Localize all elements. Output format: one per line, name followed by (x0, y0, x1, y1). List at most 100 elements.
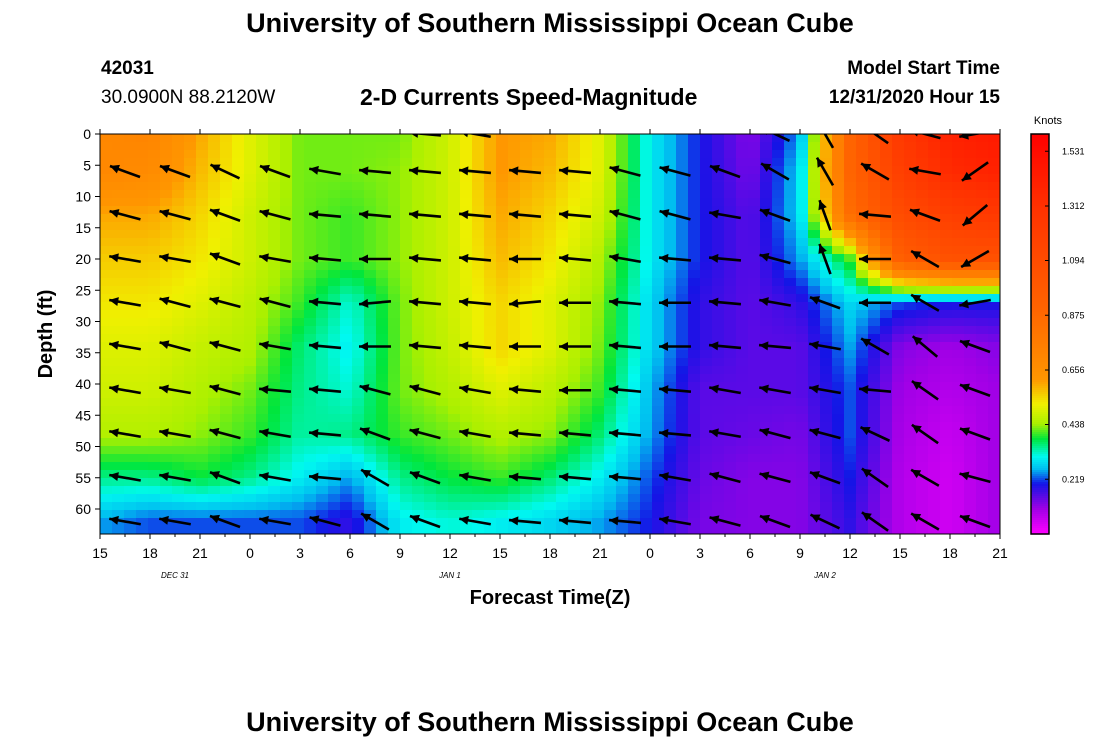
heatmap-cell (796, 390, 809, 399)
heatmap-cell (880, 198, 893, 207)
heatmap-cell (352, 190, 365, 199)
heatmap-cell (748, 470, 761, 479)
heatmap-cell (220, 206, 233, 215)
current-vector (959, 514, 991, 529)
heatmap-cell (292, 302, 305, 311)
heatmap-cell (424, 150, 437, 159)
heatmap-cell (844, 350, 857, 359)
heatmap-cell (112, 526, 125, 534)
heatmap-cell (328, 470, 341, 479)
heatmap-cell (820, 230, 833, 239)
heatmap-cell (256, 382, 269, 391)
heatmap-cell (448, 326, 461, 335)
heatmap-cell (280, 174, 293, 183)
heatmap-cell (904, 198, 917, 207)
current-vector (815, 156, 835, 187)
heatmap-cell (220, 246, 233, 255)
current-vector (308, 428, 342, 438)
heatmap-cell (892, 526, 905, 534)
heatmap-cell (652, 462, 665, 471)
heatmap-cell (652, 350, 665, 359)
current-vector (109, 253, 141, 264)
heatmap-cell (436, 478, 449, 487)
heatmap-cell (940, 406, 953, 415)
heatmap-cell (124, 278, 137, 287)
current-vector (659, 209, 691, 221)
heatmap-cell (256, 206, 269, 215)
current-vector (358, 166, 392, 176)
heatmap-cell (964, 166, 977, 175)
heatmap-cell (196, 134, 209, 143)
heatmap-cell (460, 374, 473, 383)
heatmap-cell (616, 278, 629, 287)
heatmap-cell (532, 358, 545, 367)
heatmap-cell (496, 246, 509, 255)
heatmap-cell (676, 390, 689, 399)
heatmap-cell (724, 326, 737, 335)
heatmap-cell (664, 454, 677, 463)
heatmap-cell (268, 190, 281, 199)
current-vector (458, 166, 492, 176)
heatmap-cell (820, 294, 833, 303)
heatmap-cell (700, 286, 713, 295)
heatmap-cell (196, 518, 209, 527)
heatmap-cell (184, 158, 197, 167)
heatmap-cell (820, 398, 833, 407)
heatmap-cell (880, 286, 893, 295)
heatmap-cell (352, 406, 365, 415)
heatmap-cell (988, 262, 1000, 271)
heatmap-cell (328, 510, 341, 519)
heatmap-cell (988, 422, 1000, 431)
heatmap-cell (100, 198, 113, 207)
heatmap-cell (604, 454, 617, 463)
heatmap-cell (640, 310, 653, 319)
x-tick-label: 0 (246, 545, 254, 561)
heatmap-cell (604, 518, 617, 527)
heatmap-cell (292, 238, 305, 247)
heatmap-cell (688, 438, 701, 447)
heatmap-cell (916, 278, 929, 287)
heatmap-cell (868, 326, 881, 335)
heatmap-cell (772, 478, 785, 487)
legend-swatch (1031, 422, 1049, 425)
heatmap-cell (328, 406, 341, 415)
heatmap-cell (196, 174, 209, 183)
heatmap-cell (292, 470, 305, 479)
heatmap-cell (316, 406, 329, 415)
heatmap-cell (244, 398, 257, 407)
heatmap-cell (496, 302, 509, 311)
heatmap-cell (148, 422, 161, 431)
heatmap-cell (340, 262, 353, 271)
heatmap-cell (880, 486, 893, 495)
heatmap-cell (916, 470, 929, 479)
heatmap-cell (184, 182, 197, 191)
heatmap-cell (304, 214, 317, 223)
heatmap-cell (616, 494, 629, 503)
heatmap-cell (280, 398, 293, 407)
current-vector (109, 340, 141, 351)
heatmap-cell (424, 294, 437, 303)
heatmap-cell (508, 142, 521, 151)
heatmap-cell (796, 182, 809, 191)
heatmap-cell (616, 262, 629, 271)
heatmap-cell (304, 142, 317, 151)
heatmap-cell (208, 318, 221, 327)
heatmap-cell (172, 398, 185, 407)
heatmap-cell (748, 246, 761, 255)
heatmap-cell (196, 334, 209, 343)
legend-swatch (1031, 160, 1049, 163)
current-vector (109, 164, 141, 179)
heatmap-cell (412, 262, 425, 271)
heatmap-cell (508, 366, 521, 375)
heatmap-cell (544, 190, 557, 199)
heatmap-cell (748, 358, 761, 367)
heatmap-cell (520, 494, 533, 503)
heatmap-cell (352, 494, 365, 503)
heatmap-cell (508, 398, 521, 407)
heatmap-cell (796, 254, 809, 263)
heatmap-cell (688, 382, 701, 391)
heatmap-cell (244, 342, 257, 351)
heatmap-cell (268, 510, 281, 519)
heatmap-cell (160, 398, 173, 407)
heatmap-cell (364, 142, 377, 151)
